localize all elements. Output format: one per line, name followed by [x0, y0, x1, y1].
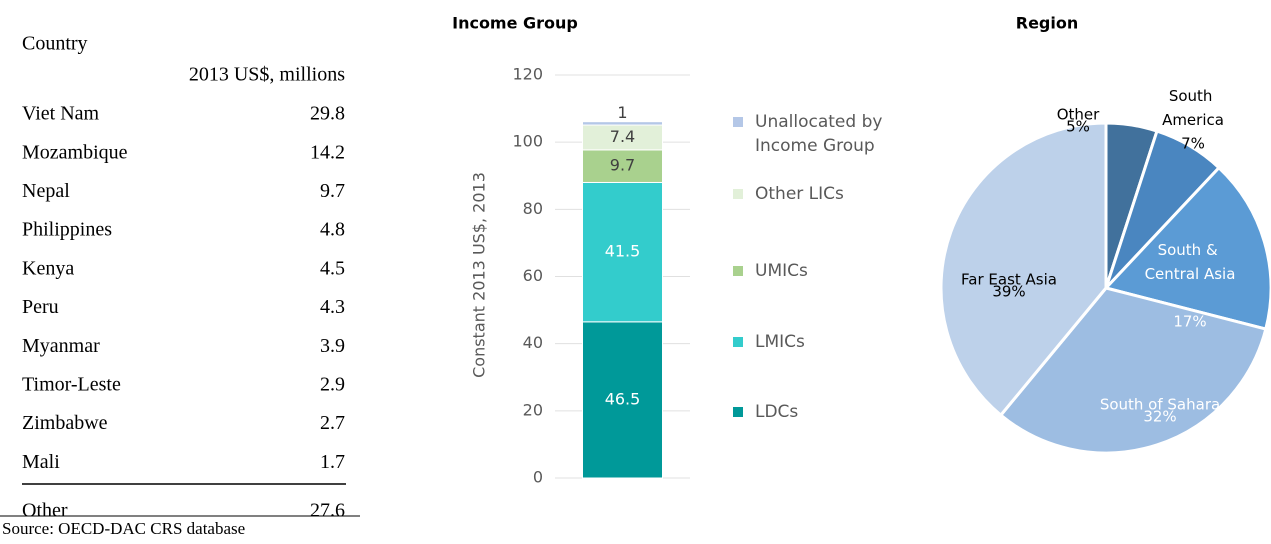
slice-label: South of Sahara	[1100, 396, 1220, 414]
bar-segment	[582, 181, 663, 323]
y-tick-label: 40	[523, 333, 543, 352]
legend-swatch	[733, 337, 743, 347]
table-cell: 9.7	[320, 180, 345, 202]
bar-segment	[582, 124, 663, 151]
table-cell: 4.8	[320, 219, 345, 241]
legend-label: UMICs	[755, 261, 808, 281]
slice-value: 39%	[992, 283, 1025, 301]
data-label: 46.5	[605, 389, 641, 408]
legend-label: Unallocated by Income Group	[755, 112, 888, 156]
y-axis-label: Constant 2013 US$, 2013	[470, 172, 489, 378]
table-cell: Timor-Leste	[22, 373, 121, 395]
table-cell: Philippines	[22, 219, 112, 241]
table-cell: Mali	[22, 451, 60, 473]
table-cell: 1.7	[320, 451, 345, 473]
bar-segment	[582, 321, 663, 479]
chart-title: Income Group	[452, 14, 578, 33]
table-cell: 29.8	[310, 103, 345, 125]
table-cell: Nepal	[22, 180, 70, 202]
slice-value: 32%	[1143, 408, 1176, 426]
bar-segment	[582, 121, 663, 126]
table-cell: 4.3	[320, 296, 345, 318]
slice-value: 17%	[1173, 313, 1206, 331]
table-cell: Kenya	[22, 257, 74, 279]
legend-swatch	[733, 189, 743, 199]
pie-slice	[998, 286, 1268, 455]
table-cell: Mozambique	[22, 141, 128, 163]
slice-label: South & Central Asia	[1145, 241, 1236, 283]
slice-label: Far East Asia	[961, 271, 1057, 289]
table-cell: Other	[22, 500, 68, 522]
table-cell: 27.6	[310, 500, 345, 522]
pie-slice	[939, 121, 1108, 418]
data-label: 41.5	[605, 242, 641, 261]
pie-slice	[1103, 165, 1271, 331]
data-label: 9.7	[610, 156, 635, 175]
legend-swatch	[733, 266, 743, 276]
y-tick-label: 80	[523, 199, 543, 218]
data-label: 1	[617, 103, 627, 122]
legend-label: Other LICs	[755, 184, 844, 204]
chart-title: Region	[1016, 14, 1079, 33]
slice-value: 7%	[1181, 135, 1205, 153]
table-cell: 2.7	[320, 412, 345, 434]
table-header: Country	[22, 33, 88, 55]
legend-swatch	[733, 117, 743, 127]
table-cell: 14.2	[310, 141, 345, 163]
table-cell: Myanmar	[22, 335, 100, 357]
data-label: 7.4	[610, 127, 635, 146]
slice-label: Other	[1057, 106, 1100, 124]
source: Source: OECD-DAC CRS database	[2, 519, 245, 538]
y-tick-label: 120	[512, 65, 543, 84]
table-cell: 2.9	[320, 373, 345, 395]
y-tick-label: 60	[523, 266, 543, 285]
legend-label: LMICs	[755, 332, 805, 352]
table-cell: Peru	[22, 296, 59, 318]
table-cell: 4.5	[320, 257, 345, 279]
legend-swatch	[733, 407, 743, 417]
table-cell: Zimbabwe	[22, 412, 108, 434]
y-tick-label: 20	[523, 400, 543, 419]
slice-value: 5%	[1066, 118, 1090, 136]
y-tick-label: 0	[533, 468, 543, 487]
slice-label: South America	[1162, 87, 1224, 129]
legend-label: LDCs	[755, 402, 798, 422]
table-header: 2013 US$, millions	[189, 64, 345, 86]
table-cell: 3.9	[320, 335, 345, 357]
table-cell: Viet Nam	[22, 103, 100, 125]
y-tick-label: 100	[512, 132, 543, 151]
